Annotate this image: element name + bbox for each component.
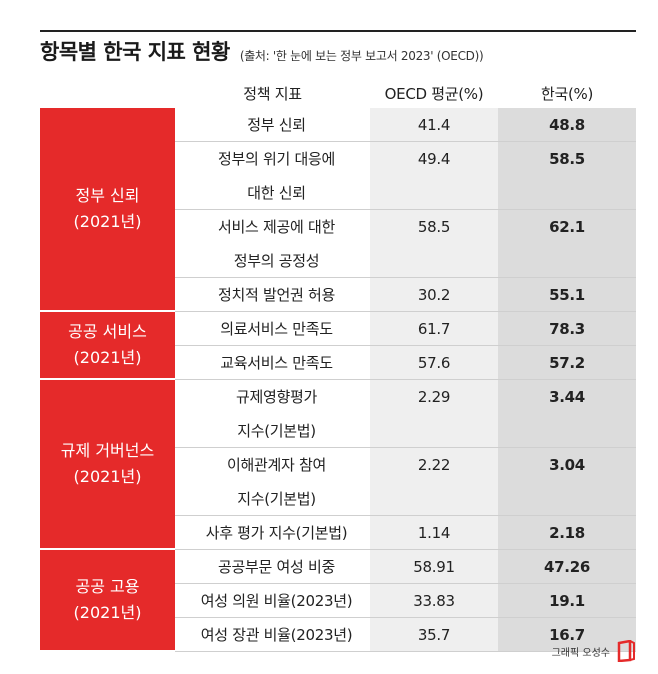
group-label: 공공 고용 (2021년) <box>40 550 175 652</box>
row-label: 교육서비스 만족도 <box>175 346 370 380</box>
row-label-line: 지수(기본법) <box>237 490 316 508</box>
korea-value: 47.26 <box>498 550 636 584</box>
row-label: 의료서비스 만족도 <box>175 312 370 346</box>
column-header-oecd: OECD 평균(%) <box>384 84 484 103</box>
group-label-line: 공공 고용 <box>75 577 140 596</box>
credit: 그래픽 오성수 <box>552 640 636 662</box>
korea-value: 2.18 <box>498 516 636 550</box>
source-note: (출처: '한 눈에 보는 정부 보고서 2023' (OECD)) <box>239 49 484 63</box>
column-header-korea: 한국(%) <box>540 84 594 103</box>
group-label: 공공 서비스 (2021년) <box>40 312 175 380</box>
oecd-value: 49.4 <box>370 142 498 210</box>
row-label: 여성 의원 비율(2023년) <box>175 584 370 618</box>
korea-value: 3.44 <box>498 380 636 448</box>
korea-value: 57.2 <box>498 346 636 380</box>
oecd-value: 2.29 <box>370 380 498 448</box>
row-label-line: 사후 평가 지수(기본법) <box>205 524 348 542</box>
row-label-line: 지수(기본법) <box>237 422 316 440</box>
credit-text: 그래픽 오성수 <box>551 647 610 659</box>
row-label-line: 정부의 위기 대응에 <box>218 150 335 168</box>
korea-value: 3.04 <box>498 448 636 516</box>
group-label-line: 공공 서비스 <box>68 322 147 341</box>
oecd-value: 1.14 <box>370 516 498 550</box>
group-label-line: (2021년) <box>73 212 142 231</box>
group-label: 규제 거버넌스 (2021년) <box>40 380 175 550</box>
row-label-line: 정부의 공정성 <box>233 252 320 270</box>
group-label: 정부 신뢰 (2021년) <box>40 108 175 312</box>
row-label-line: 의료서비스 만족도 <box>220 320 333 338</box>
korea-value: 78.3 <box>498 312 636 346</box>
korea-value: 16.7 <box>498 618 636 652</box>
group-label-line: 정부 신뢰 <box>75 186 140 205</box>
logo-icon <box>617 640 635 662</box>
header: 항목별 한국 지표 현황 (출처: '한 눈에 보는 정부 보고서 2023' … <box>40 30 636 72</box>
korea-value: 19.1 <box>498 584 636 618</box>
indicator-table: 정부 신뢰 41.4 48.8 정부의 위기 대응에 대한 신뢰 49.4 58.5 서비스 … <box>40 108 636 652</box>
korea-value: 58.5 <box>498 142 636 210</box>
row-label: 공공부문 여성 비중 <box>175 550 370 584</box>
group-label-line: (2021년) <box>73 348 142 367</box>
row-label: 정치적 발언권 허용 <box>175 278 370 312</box>
group-label-line: 규제 거버넌스 <box>60 441 155 460</box>
row-label-line: 여성 장관 비율(2023년) <box>200 626 353 644</box>
row-label: 사후 평가 지수(기본법) <box>175 516 370 550</box>
row-label-line: 정치적 발언권 허용 <box>218 286 335 304</box>
row-label-line: 대한 신뢰 <box>247 184 306 202</box>
group-label-line: (2021년) <box>73 467 142 486</box>
row-label-line: 공공부문 여성 비중 <box>218 558 335 576</box>
korea-value: 55.1 <box>498 278 636 312</box>
oecd-value: 58.91 <box>370 550 498 584</box>
row-label-line: 교육서비스 만족도 <box>220 354 333 372</box>
row-label-line: 이해관계자 참여 <box>227 456 326 474</box>
oecd-value: 61.7 <box>370 312 498 346</box>
row-label-line: 규제영향평가 <box>235 388 317 406</box>
column-header-indicator: 정책 지표 <box>243 84 302 103</box>
row-label-line: 서비스 제공에 대한 <box>218 218 335 236</box>
row-label: 정부 신뢰 <box>175 108 370 142</box>
row-label-line: 여성 의원 비율(2023년) <box>200 592 353 610</box>
row-label-line: 정부 신뢰 <box>247 116 306 134</box>
oecd-value: 30.2 <box>370 278 498 312</box>
oecd-value: 58.5 <box>370 210 498 278</box>
row-label: 여성 장관 비율(2023년) <box>175 618 370 652</box>
korea-value: 48.8 <box>498 108 636 142</box>
oecd-value: 41.4 <box>370 108 498 142</box>
oecd-value: 35.7 <box>370 618 498 652</box>
oecd-value: 2.22 <box>370 448 498 516</box>
oecd-value: 33.83 <box>370 584 498 618</box>
group-label-line: (2021년) <box>73 603 142 622</box>
page-title: 항목별 한국 지표 현황 <box>40 40 230 64</box>
korea-value: 62.1 <box>498 210 636 278</box>
oecd-value: 57.6 <box>370 346 498 380</box>
